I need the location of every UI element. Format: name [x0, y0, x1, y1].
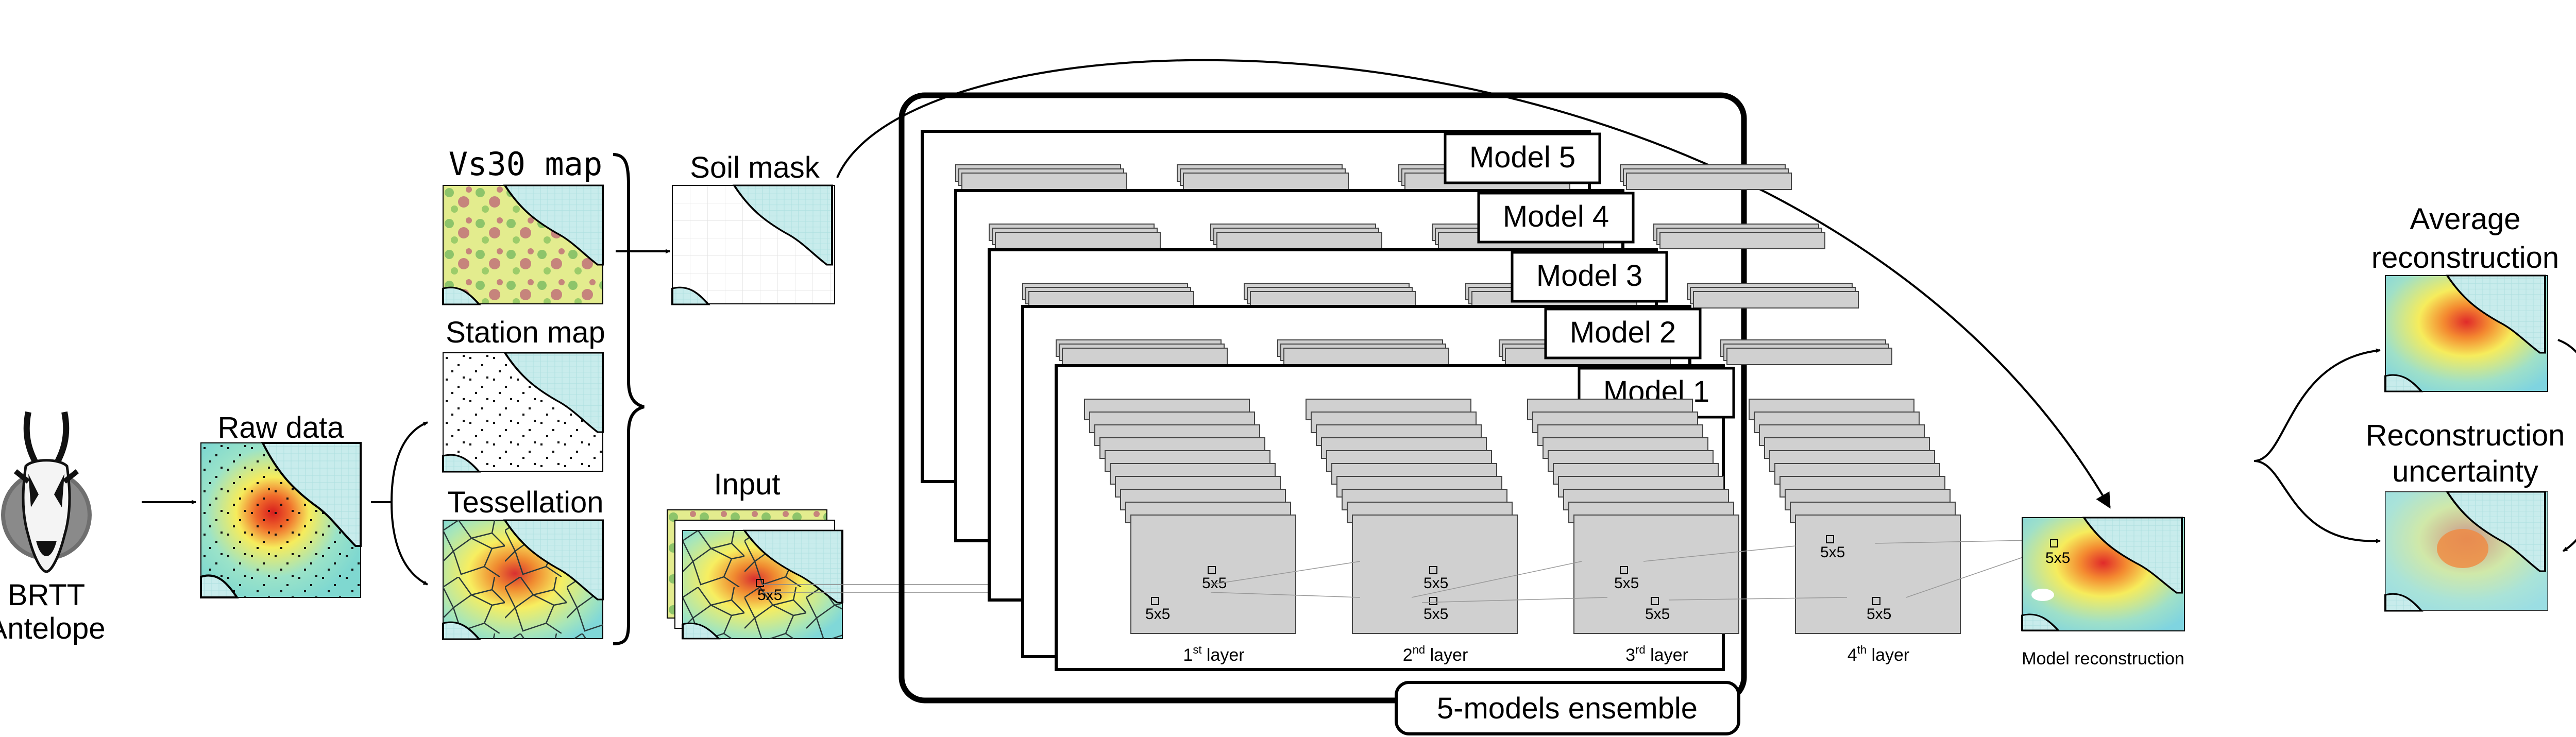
vs30-map-label: Vs30 map — [449, 145, 603, 183]
average-reconstruction-map — [2384, 275, 2548, 392]
kernel-label: 5x5 — [1423, 575, 1448, 592]
kernel-label: 5x5 — [1202, 575, 1227, 592]
input-stack: 5x5 — [667, 509, 843, 640]
kernel-label: 5x5 — [1820, 544, 1845, 561]
soil-mask-map — [671, 184, 835, 305]
input-label: Input — [714, 468, 781, 501]
kernel-label: 5x5 — [1645, 606, 1670, 623]
arrow-raw-to-tessellation — [391, 502, 428, 586]
uncertainty-label-line1: Reconstruction — [2366, 419, 2565, 452]
model-reconstruction-label: Model reconstruction — [2022, 649, 2184, 669]
kernel-square — [1826, 535, 1834, 543]
reconstruction-kernel-label: 5x5 — [2045, 550, 2070, 567]
model-label-5: Model 5 — [1469, 141, 1575, 174]
raw-data-label: Raw data — [217, 411, 344, 444]
kernel-square — [1872, 597, 1880, 605]
kernel-label: 5x5 — [1145, 606, 1170, 623]
model-label-box-3 — [1511, 251, 1668, 303]
antelope-label-line1: BRTT — [8, 578, 85, 612]
layer-connectors — [1210, 539, 2056, 603]
station-map-label: Station map — [446, 316, 605, 349]
uncertainty-label-line2: uncertainty — [2392, 455, 2538, 488]
station-map — [442, 352, 604, 473]
kernel-square — [1429, 566, 1437, 574]
average-label-line2: reconstruction — [2371, 241, 2559, 275]
kernel-square — [1651, 597, 1659, 605]
kernel-square — [1208, 566, 1216, 574]
model-label-4: Model 4 — [1503, 200, 1609, 233]
model-label-box-4 — [1477, 192, 1635, 244]
layer-caption-1: 1st layer — [1183, 643, 1244, 665]
uncertainty-map — [2384, 491, 2548, 612]
average-label-line1: Average — [2410, 202, 2521, 236]
tessellation-map — [442, 519, 604, 640]
kernel-square — [1620, 566, 1628, 574]
layer-stack-2: 5x5 5x5 — [1306, 399, 1518, 634]
ensemble-label: 5-models ensemble — [1437, 692, 1698, 725]
kernel-square — [1151, 597, 1159, 605]
antelope-label-line2: Antelope — [0, 612, 105, 645]
arrow-raw-to-station — [391, 421, 428, 503]
ensemble-box — [899, 92, 1747, 704]
arrow-to-average — [2253, 348, 2381, 462]
kernel-label: 5x5 — [1614, 575, 1639, 592]
soil-mask-label: Soil mask — [690, 151, 820, 184]
model1-layers: 5x5 5x5 5x5 5x5 5x5 5x5 5x5 5x5 — [1084, 399, 2056, 634]
layer-stack-4: 5x5 5x5 — [1749, 399, 1961, 634]
model-label-box-2 — [1544, 307, 1702, 359]
arrow-soil-mask-to-reconstruction — [836, 59, 2111, 509]
brace — [613, 153, 645, 645]
antelope-logo — [1, 411, 92, 573]
vs30-map — [442, 184, 604, 305]
kernel-square — [1429, 597, 1437, 605]
layer-captions: 1st layer 2nd layer 3rd layer 4th layer — [1183, 643, 1909, 665]
layer-caption-3: 3rd layer — [1625, 643, 1688, 665]
model-label-3: Model 3 — [1536, 259, 1642, 293]
layer-caption-4: 4th layer — [1848, 643, 1909, 665]
model-label-box-5 — [1444, 132, 1601, 184]
model-reconstruction-map: 5x5 — [2021, 517, 2185, 631]
raw-data-map — [200, 442, 362, 598]
arrow-to-uncertainty — [2253, 460, 2381, 543]
model-label-2: Model 2 — [1570, 316, 1676, 349]
kernel-label: 5x5 — [1423, 606, 1448, 623]
layer-stack-1: 5x5 5x5 — [1084, 399, 1296, 634]
layer-caption-2: 2nd layer — [1403, 643, 1468, 665]
ensemble-label-box — [1395, 681, 1740, 735]
kernel-label: 5x5 — [1867, 606, 1891, 623]
layer-stack-3: 5x5 5x5 — [1527, 399, 1739, 634]
tessellation-label: Tessellation — [447, 486, 603, 519]
input-kernel-label: 5x5 — [757, 587, 782, 604]
